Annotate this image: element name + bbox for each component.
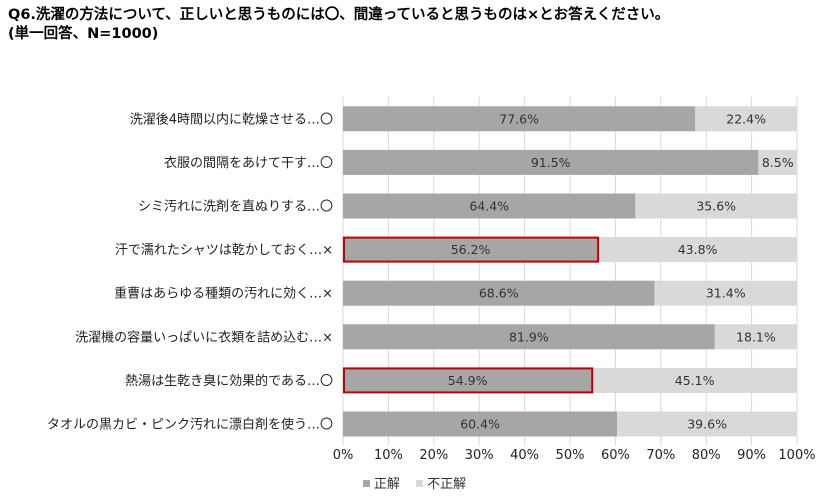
bar-correct bbox=[343, 237, 599, 263]
legend-swatch-incorrect bbox=[416, 480, 424, 487]
bar-incorrect bbox=[598, 237, 797, 263]
bar-correct bbox=[343, 367, 593, 393]
bar-incorrect bbox=[714, 324, 797, 350]
title-line-2: (単一回答、N=1000) bbox=[8, 26, 159, 42]
bar-incorrect bbox=[758, 149, 797, 175]
data-label-incorrect: 8.5% bbox=[762, 155, 794, 170]
bar-correct bbox=[343, 324, 715, 350]
category-label: 洗濯機の容量いっぱいに衣類を詰め込む…× bbox=[75, 329, 333, 345]
category-label: タオルの黒カビ・ピンク汚れに漂白剤を使う…〇 bbox=[47, 417, 333, 433]
data-label-correct: 60.4% bbox=[460, 417, 500, 432]
data-label-incorrect: 22.4% bbox=[726, 111, 766, 126]
legend-label-incorrect: 不正解 bbox=[427, 477, 467, 492]
x-tick-label: 50% bbox=[556, 448, 585, 463]
legend-label-correct: 正解 bbox=[373, 477, 400, 492]
x-tick-label: 10% bbox=[374, 448, 403, 463]
title-line-1: Q6.洗濯の方法について、正しいと思うものには〇、間違っていると思うものは×とお… bbox=[8, 7, 670, 23]
bar-incorrect bbox=[592, 367, 797, 393]
bar-incorrect bbox=[617, 411, 797, 437]
data-label-correct: 91.5% bbox=[531, 155, 571, 170]
data-label-correct: 54.9% bbox=[448, 373, 488, 388]
chart-title: Q6.洗濯の方法について、正しいと思うものには〇、間違っていると思うものは×とお… bbox=[8, 6, 823, 44]
legend-item-incorrect: 不正解 bbox=[416, 473, 466, 492]
bar-correct bbox=[343, 280, 655, 306]
data-label-incorrect: 31.4% bbox=[706, 286, 746, 301]
data-label-correct: 81.9% bbox=[509, 329, 549, 344]
bar-correct bbox=[343, 106, 696, 132]
data-label-incorrect: 43.8% bbox=[678, 242, 718, 257]
category-label: 熱湯は生乾き臭に効果的である…〇 bbox=[125, 373, 333, 389]
x-tick-label: 20% bbox=[419, 448, 448, 463]
bar-correct bbox=[343, 193, 636, 219]
bar-incorrect bbox=[635, 193, 797, 219]
stacked-bar-chart: 0% 10% 20% 30% 40% 50% 60% 70% 80% 90% 100% 洗濯後4時間以… bbox=[47, 97, 816, 463]
category-label: 洗濯後4時間以内に乾燥させる…〇 bbox=[130, 111, 333, 127]
data-label-correct: 68.6% bbox=[479, 286, 519, 301]
data-label-incorrect: 39.6% bbox=[687, 417, 727, 432]
category-label: 衣服の間隔をあけて干す…〇 bbox=[164, 155, 333, 171]
bar-correct bbox=[343, 149, 759, 175]
x-tick-label: 80% bbox=[692, 448, 721, 463]
x-tick-label: 60% bbox=[601, 448, 630, 463]
x-tick-label: 40% bbox=[510, 448, 539, 463]
data-label-correct: 56.2% bbox=[451, 242, 491, 257]
category-label: 重曹はあらゆる種類の汚れに効く…× bbox=[114, 286, 333, 302]
highlight-outline bbox=[343, 367, 594, 394]
data-label-incorrect: 18.1% bbox=[736, 329, 776, 344]
data-label-incorrect: 45.1% bbox=[675, 373, 715, 388]
legend-item-correct: 正解 bbox=[362, 473, 400, 492]
category-label: シミ汚れに洗剤を直ぬりする…〇 bbox=[138, 199, 333, 215]
legend-swatch-correct bbox=[362, 480, 370, 487]
bar-incorrect bbox=[695, 106, 797, 132]
x-tick-label: 100% bbox=[778, 448, 815, 463]
category-label: 汗で濡れたシャツは乾かしておく…× bbox=[115, 243, 333, 258]
x-tick-label: 30% bbox=[465, 448, 494, 463]
bar-incorrect bbox=[654, 280, 797, 306]
chart-legend: 正解 不正解 bbox=[0, 473, 829, 492]
x-tick-label: 70% bbox=[646, 448, 675, 463]
data-label-correct: 64.4% bbox=[469, 199, 509, 214]
highlight-outline bbox=[343, 236, 600, 263]
data-label-correct: 77.6% bbox=[499, 111, 539, 126]
data-label-incorrect: 35.6% bbox=[696, 199, 736, 214]
x-tick-label: 0% bbox=[333, 448, 354, 463]
x-tick-label: 90% bbox=[737, 448, 766, 463]
bar-correct bbox=[343, 411, 618, 437]
